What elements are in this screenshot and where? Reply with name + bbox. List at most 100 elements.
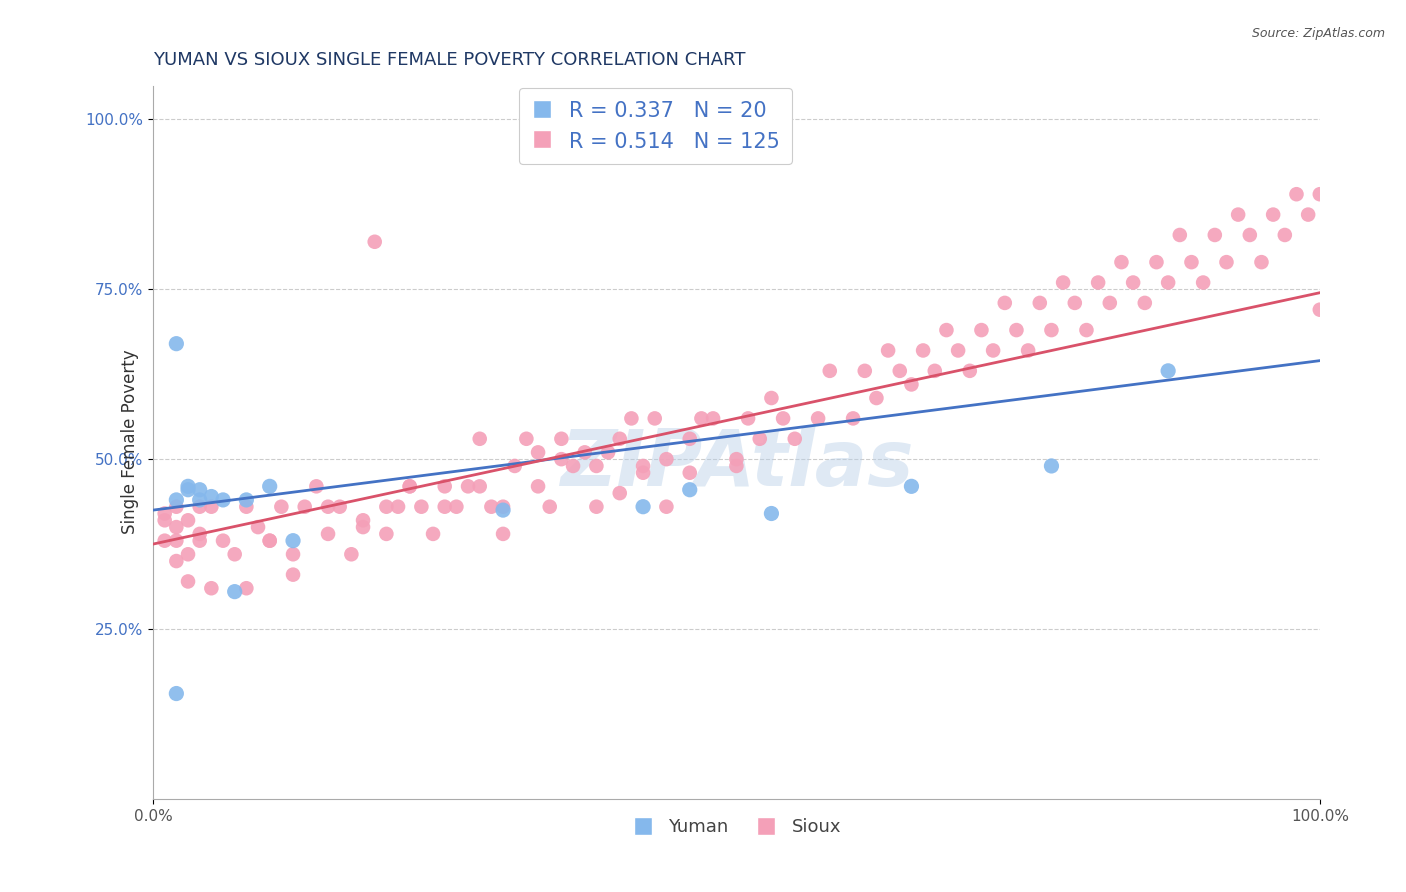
Point xyxy=(585,500,607,514)
Point xyxy=(631,458,654,473)
Point xyxy=(305,479,328,493)
Point xyxy=(468,479,491,493)
Point xyxy=(387,500,409,514)
Point xyxy=(165,554,187,568)
Point xyxy=(153,513,176,527)
Point xyxy=(259,533,281,548)
Point xyxy=(294,500,316,514)
Point xyxy=(574,445,596,459)
Point xyxy=(970,323,993,337)
Point xyxy=(364,235,387,249)
Point xyxy=(1146,255,1168,269)
Point xyxy=(479,500,502,514)
Point xyxy=(200,581,222,595)
Point xyxy=(620,411,643,425)
Point xyxy=(1040,458,1063,473)
Point xyxy=(188,527,211,541)
Point xyxy=(165,520,187,534)
Point xyxy=(375,527,398,541)
Point xyxy=(877,343,900,358)
Point xyxy=(1029,296,1052,310)
Point xyxy=(492,503,515,517)
Point xyxy=(492,527,515,541)
Point xyxy=(329,500,352,514)
Point xyxy=(375,500,398,514)
Point xyxy=(1111,255,1133,269)
Point xyxy=(912,343,935,358)
Point xyxy=(165,500,187,514)
Point xyxy=(807,411,830,425)
Point xyxy=(1063,296,1085,310)
Point xyxy=(1227,208,1250,222)
Point xyxy=(224,584,246,599)
Point xyxy=(994,296,1017,310)
Point xyxy=(1285,187,1308,202)
Point xyxy=(596,445,619,459)
Point xyxy=(153,533,176,548)
Point xyxy=(165,687,187,701)
Point xyxy=(281,567,304,582)
Point xyxy=(281,533,304,548)
Text: ZIPAtlas: ZIPAtlas xyxy=(560,425,912,501)
Point xyxy=(340,547,363,561)
Point xyxy=(235,500,257,514)
Point xyxy=(959,364,981,378)
Point xyxy=(748,432,770,446)
Point xyxy=(352,513,374,527)
Point xyxy=(1005,323,1028,337)
Point xyxy=(165,533,187,548)
Point xyxy=(398,479,420,493)
Point xyxy=(212,533,235,548)
Point xyxy=(1204,227,1226,242)
Point xyxy=(422,527,444,541)
Point xyxy=(1192,276,1215,290)
Point xyxy=(1098,296,1121,310)
Point xyxy=(1157,364,1180,378)
Point xyxy=(725,458,748,473)
Point xyxy=(200,500,222,514)
Point xyxy=(235,581,257,595)
Point xyxy=(631,466,654,480)
Point xyxy=(177,513,200,527)
Point xyxy=(1122,276,1144,290)
Point xyxy=(165,492,187,507)
Point xyxy=(946,343,969,358)
Point xyxy=(550,452,572,467)
Point xyxy=(352,520,374,534)
Point xyxy=(585,458,607,473)
Point xyxy=(270,500,292,514)
Legend: Yuman, Sioux: Yuman, Sioux xyxy=(624,811,848,843)
Point xyxy=(1180,255,1202,269)
Point xyxy=(609,486,631,500)
Point xyxy=(188,533,211,548)
Point xyxy=(679,483,702,497)
Point xyxy=(527,445,550,459)
Point xyxy=(609,432,631,446)
Point xyxy=(702,411,724,425)
Y-axis label: Single Female Poverty: Single Female Poverty xyxy=(121,350,139,534)
Point xyxy=(1052,276,1074,290)
Point xyxy=(153,507,176,521)
Point xyxy=(188,483,211,497)
Point xyxy=(562,458,585,473)
Point xyxy=(1215,255,1237,269)
Point xyxy=(1040,323,1063,337)
Point xyxy=(679,432,702,446)
Point xyxy=(224,547,246,561)
Point xyxy=(725,452,748,467)
Point xyxy=(259,533,281,548)
Point xyxy=(177,483,200,497)
Point xyxy=(1263,208,1285,222)
Point xyxy=(1309,187,1331,202)
Point xyxy=(433,479,456,493)
Point xyxy=(527,479,550,493)
Point xyxy=(981,343,1004,358)
Point xyxy=(865,391,887,405)
Point xyxy=(889,364,911,378)
Point xyxy=(492,500,515,514)
Point xyxy=(935,323,957,337)
Point xyxy=(411,500,433,514)
Point xyxy=(212,492,235,507)
Point xyxy=(1309,302,1331,317)
Point xyxy=(1133,296,1156,310)
